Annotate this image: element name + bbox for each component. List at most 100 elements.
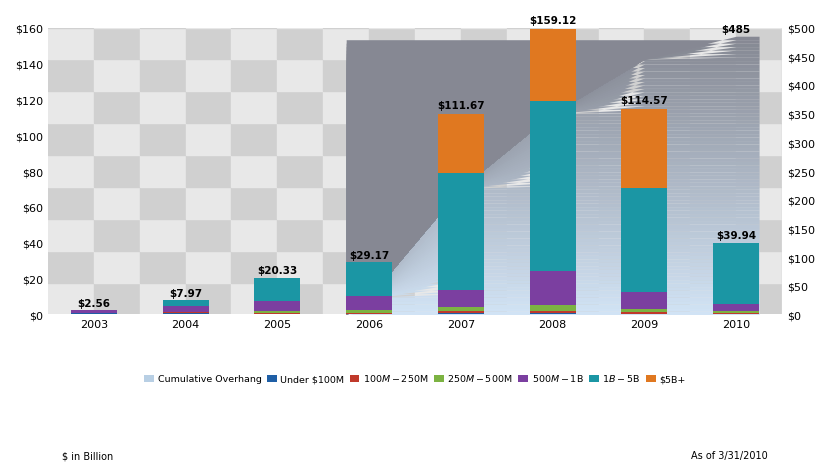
Bar xyxy=(232,124,277,156)
Bar xyxy=(461,251,507,283)
Bar xyxy=(828,92,830,124)
Bar xyxy=(94,156,139,188)
Bar xyxy=(48,92,94,124)
Bar xyxy=(782,156,828,188)
Bar xyxy=(736,156,782,188)
Bar xyxy=(598,92,644,124)
Bar xyxy=(369,156,415,188)
Bar xyxy=(232,251,277,283)
Bar xyxy=(186,156,232,188)
Bar xyxy=(461,156,507,188)
Bar xyxy=(461,188,507,219)
Bar xyxy=(713,312,759,313)
Bar xyxy=(736,29,782,60)
Bar xyxy=(644,124,691,156)
Text: $114.57: $114.57 xyxy=(621,95,668,106)
Bar xyxy=(415,283,461,315)
Bar xyxy=(438,174,484,290)
Bar xyxy=(461,219,507,251)
Bar xyxy=(530,311,575,313)
Bar xyxy=(530,272,575,305)
Bar xyxy=(461,283,507,315)
Bar xyxy=(415,251,461,283)
Bar xyxy=(782,251,828,283)
Bar xyxy=(323,219,369,251)
Bar xyxy=(553,219,598,251)
Bar xyxy=(438,312,484,313)
Bar xyxy=(232,188,277,219)
Bar xyxy=(277,29,323,60)
Bar xyxy=(163,312,208,313)
Bar xyxy=(186,29,232,60)
Bar xyxy=(94,0,139,29)
Bar xyxy=(553,29,598,60)
Bar xyxy=(139,219,186,251)
Bar xyxy=(438,307,484,312)
Bar xyxy=(139,60,186,92)
Bar xyxy=(323,156,369,188)
Bar xyxy=(553,124,598,156)
Bar xyxy=(553,0,598,29)
Legend: Cumulative Overhang, Under $100M, $100M-$250M, $250M-$500M, $500M-$1B, $1B-$5B, : Cumulative Overhang, Under $100M, $100M-… xyxy=(140,369,690,388)
Bar xyxy=(277,92,323,124)
Bar xyxy=(507,29,553,60)
Bar xyxy=(346,314,392,315)
Bar xyxy=(163,306,208,312)
Bar xyxy=(323,251,369,283)
Bar xyxy=(48,188,94,219)
Bar xyxy=(507,0,553,29)
Bar xyxy=(644,0,691,29)
Bar xyxy=(553,156,598,188)
Bar xyxy=(139,124,186,156)
Bar xyxy=(507,219,553,251)
Bar xyxy=(323,29,369,60)
Bar xyxy=(644,156,691,188)
Bar xyxy=(369,251,415,283)
Bar xyxy=(323,283,369,315)
Bar xyxy=(94,60,139,92)
Bar xyxy=(691,0,736,29)
Bar xyxy=(507,251,553,283)
Text: $111.67: $111.67 xyxy=(437,100,485,111)
Bar xyxy=(507,60,553,92)
Bar xyxy=(438,115,484,174)
Bar xyxy=(553,188,598,219)
Text: $2.56: $2.56 xyxy=(77,298,110,308)
Bar xyxy=(186,92,232,124)
Bar xyxy=(232,92,277,124)
Text: $485: $485 xyxy=(721,25,750,34)
Bar xyxy=(598,188,644,219)
Bar xyxy=(277,219,323,251)
Bar xyxy=(507,156,553,188)
Text: $ in Billion: $ in Billion xyxy=(62,450,114,460)
Bar xyxy=(48,251,94,283)
Bar xyxy=(48,219,94,251)
Bar xyxy=(232,219,277,251)
Bar xyxy=(598,251,644,283)
Bar xyxy=(255,278,300,302)
Bar xyxy=(415,0,461,29)
Bar xyxy=(828,60,830,92)
Bar xyxy=(507,188,553,219)
Bar xyxy=(553,60,598,92)
Bar xyxy=(232,283,277,315)
Bar xyxy=(644,92,691,124)
Bar xyxy=(598,60,644,92)
Bar xyxy=(530,102,575,272)
Bar xyxy=(782,0,828,29)
Bar xyxy=(255,302,300,312)
Bar xyxy=(828,251,830,283)
Bar xyxy=(346,311,392,313)
Bar xyxy=(461,124,507,156)
Bar xyxy=(71,314,117,315)
Bar xyxy=(323,92,369,124)
Bar xyxy=(438,290,484,307)
Bar xyxy=(644,251,691,283)
Bar xyxy=(782,29,828,60)
Bar xyxy=(828,0,830,29)
Bar xyxy=(323,60,369,92)
Bar xyxy=(277,0,323,29)
Bar xyxy=(48,156,94,188)
Bar xyxy=(369,219,415,251)
Bar xyxy=(139,188,186,219)
